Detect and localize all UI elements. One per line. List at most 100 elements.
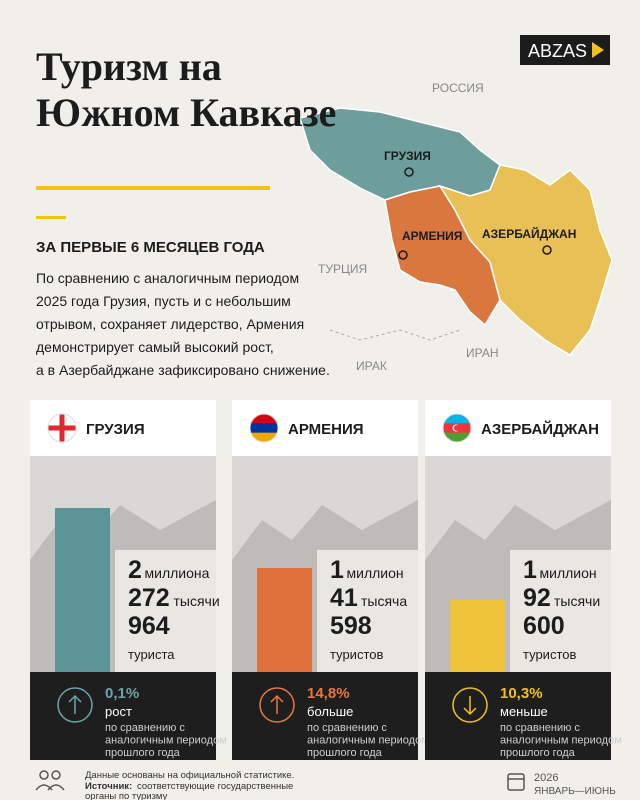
count-word: тысяча (361, 593, 407, 609)
change-note: по сравнению с (105, 722, 185, 734)
intro-text: По сравнению с аналогичным периодом 2025 … (36, 270, 330, 378)
count-word: тысячи (174, 593, 220, 609)
logo: ABZAS (528, 41, 587, 61)
flag-part (443, 432, 471, 442)
change-note: прошлого года (500, 747, 576, 759)
count-number: 600 (523, 612, 565, 640)
trend-icon (259, 687, 295, 723)
footer-year: 2026 (534, 772, 558, 784)
divider (36, 216, 66, 219)
calendar-icon (507, 773, 525, 791)
count-word: миллион (347, 565, 404, 581)
trend-arrow (270, 694, 284, 714)
change-note: прошлого года (105, 747, 181, 759)
flag-ring (442, 413, 472, 443)
flag-ring (249, 413, 279, 443)
map-label: ГРУЗИЯ (384, 149, 431, 163)
country-name: АЗЕРБАЙДЖАН (481, 420, 599, 438)
count-unit: туристов (523, 647, 576, 662)
footer-note: Данные основаны на официальной статистик… (85, 770, 294, 781)
count-number: 1 (523, 556, 537, 584)
count-word: миллиона (145, 565, 210, 581)
tourist-bar (55, 508, 110, 672)
photo-fade (115, 550, 216, 672)
tourist-bar (257, 568, 312, 672)
trend-arrow (68, 694, 82, 714)
count-number: 2 (128, 556, 142, 584)
footer-source: органы по туризму (85, 791, 168, 800)
photo-fade (317, 550, 418, 672)
city-dot (398, 250, 408, 260)
change-direction: меньше (500, 704, 548, 719)
flag-part (454, 425, 460, 431)
count-unit: туристов (330, 647, 383, 662)
count-word: тысячи (554, 593, 600, 609)
flag (48, 414, 76, 442)
intro-line: демонстрирует самый высокий рост, (36, 339, 274, 355)
flag-ring (47, 413, 77, 443)
count-unit: туриста (128, 647, 175, 662)
border (329, 329, 461, 341)
change-value: 0,1% (105, 685, 139, 702)
footer-period: ЯНВАРЬ—ИЮНЬ (534, 786, 616, 797)
trend-icon (452, 687, 488, 723)
intro-line: а в Азербайджане зафиксировано снижение. (36, 362, 330, 378)
change-direction: рост (105, 704, 132, 719)
flag-part (250, 414, 278, 424)
tourist-bar (450, 600, 505, 672)
flag-part (250, 432, 278, 442)
count-number: 598 (330, 612, 372, 640)
divider (36, 186, 270, 190)
intro-line: По сравнению с аналогичным периодом (36, 270, 299, 286)
card-footer (30, 672, 216, 760)
logo-arrow (592, 42, 604, 58)
count-number: 964 (128, 612, 170, 640)
city-dot (404, 167, 414, 177)
flag-part (48, 425, 76, 431)
map-label: ИРАН (466, 346, 499, 360)
change-note: аналогичным периодом (307, 735, 429, 747)
flag-part (443, 414, 471, 424)
footer-source: соответствующие государственные (137, 781, 293, 792)
card-footer (232, 672, 418, 760)
map-label: АЗЕРБАЙДЖАН (482, 226, 576, 241)
azerbaijan-shape (438, 164, 613, 356)
footer-source-label: Источник: (85, 781, 132, 792)
card-footer (425, 672, 611, 760)
country-name: АРМЕНИЯ (288, 421, 364, 438)
change-note: по сравнению с (500, 722, 580, 734)
city-dot (542, 245, 552, 255)
photo-fade (510, 550, 611, 672)
flag-part (250, 423, 278, 434)
trend-icon (57, 687, 93, 723)
trend-arrow (463, 696, 477, 716)
change-note: аналогичным периодом (105, 735, 227, 747)
country-card: АРМЕНИЯ 1 миллион 41 тысяча 598 туристов 14,8% б… (232, 400, 429, 760)
title-line: Туризм на (36, 44, 222, 89)
change-note: прошлого года (307, 747, 383, 759)
change-value: 10,3% (500, 685, 543, 702)
title-line: Южном Кавказе (36, 90, 336, 135)
change-value: 14,8% (307, 685, 350, 702)
intro-heading: ЗА ПЕРВЫЕ 6 МЕСЯЦЕВ ГОДА (36, 239, 265, 256)
count-number: 1 (330, 556, 344, 584)
count-word: миллион (540, 565, 597, 581)
count-number: 92 (523, 584, 551, 612)
intro-line: отрывом, сохраняет лидерство, Армения (36, 316, 304, 332)
map-label: РОССИЯ (432, 81, 484, 95)
map-label: АРМЕНИЯ (402, 229, 462, 243)
intro-line: 2025 года Грузия, пусть и с небольшим (36, 293, 291, 309)
map: РОССИЯ ГРУЗИЯ АРМЕНИЯ АЗЕРБАЙДЖАН ТУРЦИЯ… (299, 81, 613, 373)
people-icon (35, 770, 65, 791)
country-name: ГРУЗИЯ (86, 421, 145, 438)
map-label: ТУРЦИЯ (318, 262, 367, 276)
change-direction: больше (307, 704, 353, 719)
change-note: по сравнению с (307, 722, 387, 734)
change-note: аналогичным периодом (500, 735, 622, 747)
country-card: АЗЕРБАЙДЖАН 1 миллион 92 тысячи 600 туристов 10… (425, 400, 622, 760)
flag (443, 414, 471, 442)
count-number: 272 (128, 584, 170, 612)
